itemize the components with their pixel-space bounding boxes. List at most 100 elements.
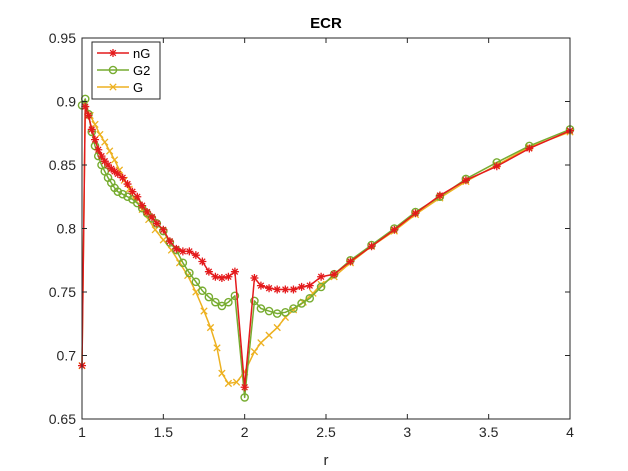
data-point-ng xyxy=(281,285,290,294)
data-point-g xyxy=(101,138,109,146)
data-point-g2 xyxy=(281,308,290,317)
x-tick-label: 2 xyxy=(241,424,249,440)
data-point-ng xyxy=(128,187,137,196)
data-point-ng xyxy=(81,102,90,111)
data-point-ng xyxy=(256,281,265,290)
data-point-ng xyxy=(118,173,127,182)
data-point-g xyxy=(265,331,273,339)
data-point-g2 xyxy=(297,299,306,308)
data-point-g2 xyxy=(316,282,326,292)
data-point-ng xyxy=(305,281,314,290)
y-tick-label: 0.65 xyxy=(49,411,76,427)
data-point-g2 xyxy=(250,296,259,306)
data-point-g xyxy=(213,344,221,352)
data-point-g xyxy=(218,369,226,377)
data-point-g2 xyxy=(191,277,201,287)
data-point-ng xyxy=(104,161,113,169)
legend-marker xyxy=(108,65,118,75)
data-point-ng xyxy=(492,162,501,171)
data-point-ng xyxy=(97,152,106,161)
data-point-ng xyxy=(133,192,142,201)
data-point-g2 xyxy=(204,292,214,302)
x-tick-label: 3.5 xyxy=(479,424,499,440)
data-point-ng xyxy=(211,272,220,281)
legend-label: G2 xyxy=(133,63,150,78)
data-point-ng xyxy=(390,225,399,234)
data-point-ng xyxy=(289,285,298,294)
data-point-ng xyxy=(91,135,100,144)
legend-item-ng: nG xyxy=(97,46,150,61)
series-layer xyxy=(77,94,575,402)
data-point-g xyxy=(206,323,215,332)
data-point-ng xyxy=(330,270,339,279)
data-point-ng xyxy=(217,274,226,283)
data-point-ng xyxy=(198,257,207,266)
data-point-ng xyxy=(84,111,93,120)
data-point-ng xyxy=(113,169,122,178)
data-point-g xyxy=(224,379,233,388)
x-tick-label: 4 xyxy=(566,424,574,440)
data-point-ng xyxy=(172,244,181,253)
data-point-g xyxy=(250,348,259,356)
data-point-g2 xyxy=(113,187,123,196)
data-point-g xyxy=(110,156,119,164)
series-ng xyxy=(78,102,574,392)
legend-item-g2: G2 xyxy=(97,63,150,78)
data-point-g xyxy=(273,323,281,332)
legend-marker xyxy=(109,49,117,57)
y-tick-label: 0.9 xyxy=(57,94,77,110)
data-point-ng xyxy=(297,282,306,291)
data-point-g2 xyxy=(198,286,207,296)
data-point-g2 xyxy=(256,304,266,313)
data-point-g xyxy=(200,307,208,315)
data-point-g2 xyxy=(230,291,240,301)
data-point-ng xyxy=(224,272,233,281)
data-point-ng xyxy=(230,267,239,276)
data-point-ng xyxy=(147,213,156,222)
data-point-g xyxy=(105,147,114,155)
data-point-ng xyxy=(250,274,259,283)
data-point-ng xyxy=(100,157,109,166)
data-point-g xyxy=(232,378,241,386)
data-point-g2 xyxy=(289,304,298,313)
data-point-ng xyxy=(273,285,282,294)
data-point-g2 xyxy=(264,306,274,316)
data-point-ng xyxy=(107,164,116,173)
data-point-ng xyxy=(178,247,187,256)
data-point-g2 xyxy=(118,189,127,199)
data-point-g2 xyxy=(185,268,194,278)
data-point-g2 xyxy=(240,393,249,402)
data-point-ng xyxy=(152,219,161,228)
data-point-ng xyxy=(411,209,420,218)
data-point-g xyxy=(159,236,167,244)
legend-item-g: G xyxy=(97,80,143,95)
data-point-g xyxy=(91,120,99,129)
data-point-ng xyxy=(143,207,152,216)
y-tick-label: 0.8 xyxy=(57,221,77,237)
data-point-ng xyxy=(435,191,444,200)
data-point-ng xyxy=(165,237,174,246)
data-point-ng xyxy=(461,176,470,185)
data-point-ng xyxy=(317,272,326,281)
data-point-ng xyxy=(123,180,132,189)
x-tick-label: 1 xyxy=(78,424,86,440)
data-point-ng xyxy=(110,167,119,176)
data-point-ng xyxy=(240,383,249,392)
data-point-g2 xyxy=(178,258,188,268)
data-point-g2 xyxy=(123,192,132,202)
data-point-g xyxy=(257,339,265,347)
data-point-ng xyxy=(367,242,376,251)
chart-title: ECR xyxy=(310,15,342,32)
data-point-ng xyxy=(185,247,194,256)
data-point-ng xyxy=(204,267,213,276)
data-point-ng xyxy=(138,201,147,210)
y-tick-label: 0.95 xyxy=(49,30,76,46)
legend-label: G xyxy=(133,80,143,95)
legend-label: nG xyxy=(133,46,150,61)
legend: nG G2 G xyxy=(91,41,161,100)
x-tick-label: 3 xyxy=(403,424,411,440)
tick-layer: 1 1.5 2 2.5 3 3.5 4 0.65 0.7 0.75 0.8 0.85 0.9 0.95 xyxy=(49,30,574,440)
series-g2 xyxy=(77,94,575,402)
data-point-ng xyxy=(346,257,355,266)
